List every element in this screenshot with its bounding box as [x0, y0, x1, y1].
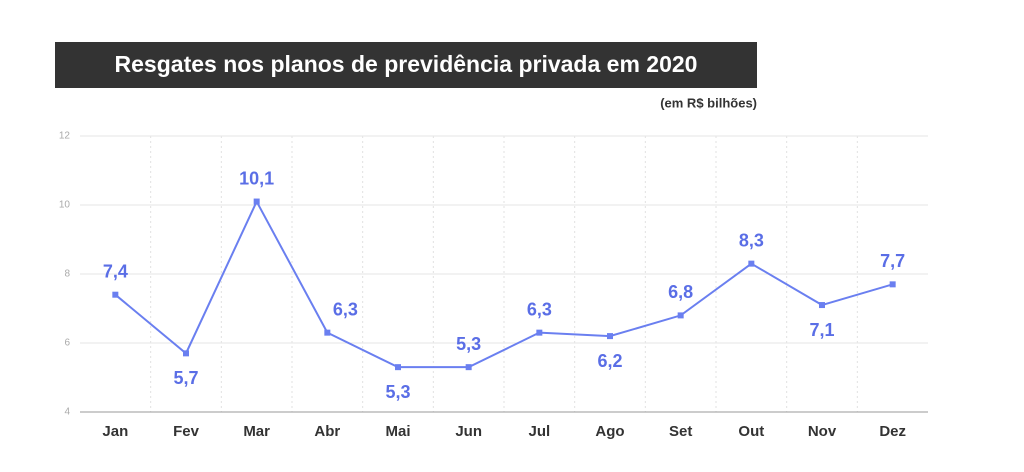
value-label: 5,3	[456, 334, 481, 354]
x-tick-label: Mar	[243, 423, 270, 440]
point	[819, 302, 825, 309]
value-label: 7,7	[880, 251, 905, 271]
value-label: 7,4	[103, 261, 128, 281]
x-tick-label: Jun	[455, 423, 482, 440]
value-label: 6,2	[597, 351, 622, 371]
x-tick-label: Set	[669, 423, 692, 440]
value-label: 6,3	[527, 299, 552, 319]
point	[253, 198, 260, 205]
value-label: 5,7	[173, 368, 198, 388]
chart-title: Resgates nos planos de previdência priva…	[115, 51, 698, 77]
x-tick-label: Nov	[808, 423, 837, 440]
x-tick-label: Out	[738, 423, 764, 440]
y-tick-label: 6	[64, 338, 70, 349]
value-label: 7,1	[809, 320, 834, 340]
value-label: 6,8	[668, 282, 693, 302]
x-tick-label: Fev	[173, 423, 200, 440]
x-tick-label: Mai	[385, 423, 410, 440]
x-tick-label: Dez	[879, 423, 906, 440]
y-tick-label: 4	[64, 407, 70, 418]
point	[112, 291, 119, 298]
x-tick-label: Jul	[528, 423, 550, 440]
title-box	[55, 42, 757, 88]
value-label: 10,1	[239, 168, 274, 188]
y-tick-label: 12	[59, 131, 71, 142]
chart-subtitle: (em R$ bilhões)	[660, 95, 757, 110]
point	[395, 364, 401, 371]
point	[183, 350, 189, 357]
value-label: 6,3	[333, 299, 358, 319]
point	[465, 364, 472, 371]
value-label: 8,3	[739, 230, 764, 250]
x-tick-label: Abr	[314, 423, 340, 440]
point	[677, 312, 684, 319]
y-tick-label: 10	[59, 200, 71, 211]
point	[536, 329, 543, 336]
x-tick-label: Jan	[102, 423, 128, 440]
point	[607, 333, 613, 340]
point	[324, 329, 331, 336]
y-tick-label: 8	[64, 269, 70, 280]
point	[748, 260, 755, 267]
line	[114, 199, 893, 369]
x-tick-label: Ago	[595, 423, 624, 440]
value-label: 5,3	[385, 382, 410, 402]
point	[889, 281, 896, 288]
